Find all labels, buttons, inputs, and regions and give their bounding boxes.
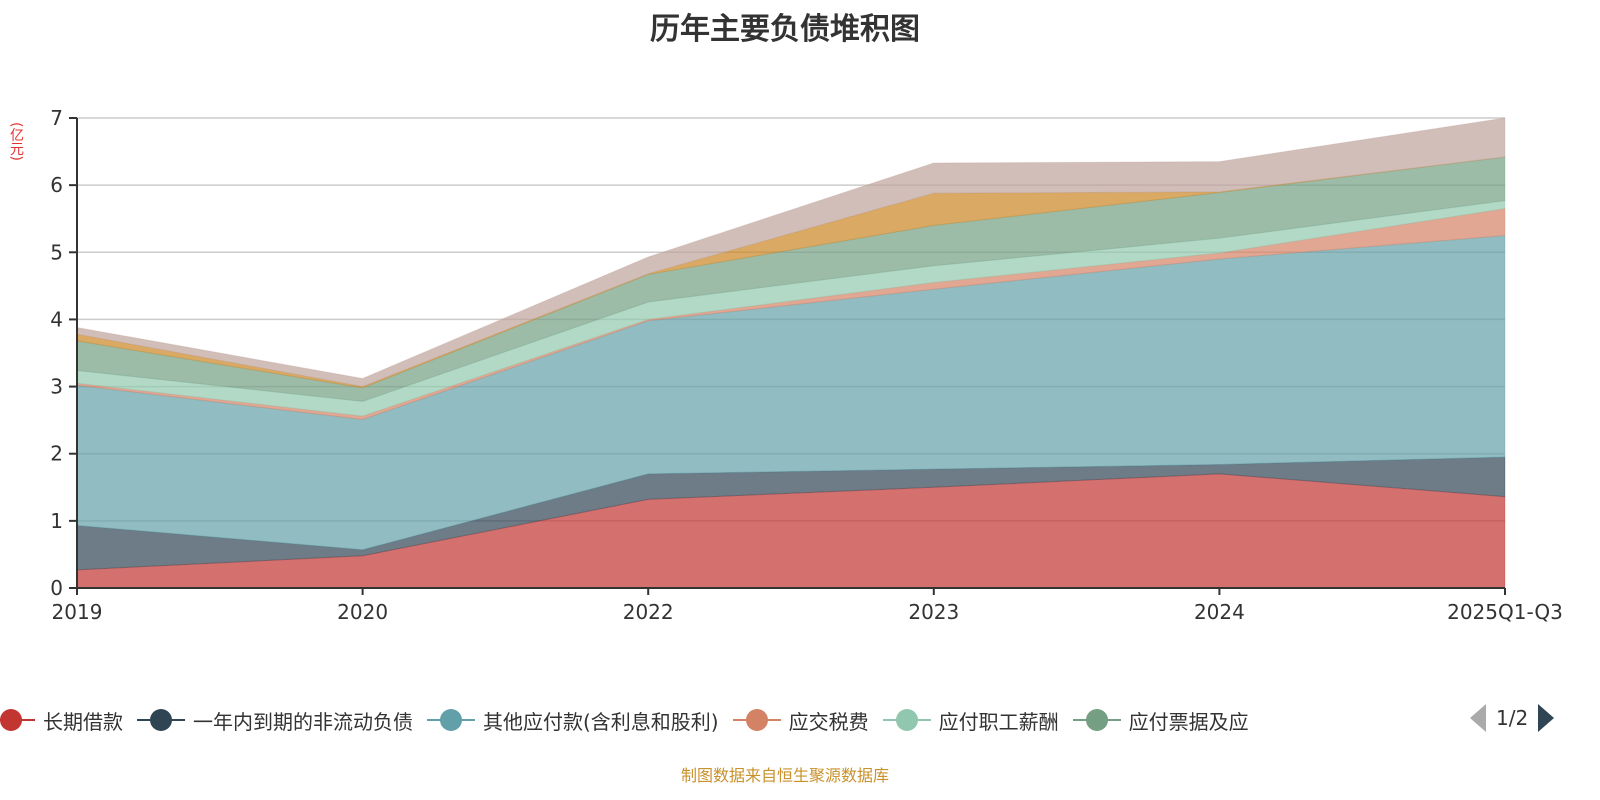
x-tick-label: 2020 [337, 600, 388, 624]
legend-marker-icon [882, 708, 931, 732]
x-tick-label: 2019 [52, 600, 103, 624]
x-tick-label: 2024 [1194, 600, 1245, 624]
data-source-note: 制图数据来自恒生聚源数据库 [680, 766, 889, 785]
legend-item[interactable]: 应付职工薪酬 [882, 706, 1059, 735]
legend-item[interactable]: 应付票据及应 [1072, 706, 1249, 735]
y-tick-label: 7 [50, 106, 63, 130]
area-series-3 [76, 208, 1506, 420]
legend-item[interactable]: 长期借款 [0, 706, 123, 735]
legend-pager: 1/2 [1470, 704, 1555, 732]
legend-marker-icon [732, 708, 781, 732]
legend-marker-icon [427, 708, 475, 732]
area-series-5 [76, 156, 1506, 402]
y-tick-label: 2 [50, 442, 63, 466]
legend-next-page-icon[interactable] [1538, 704, 1555, 732]
area-series-7 [76, 117, 1506, 388]
legend: 长期借款 一年内到期的非流动负债 其他应付款(含利息和股利) 应交税费 应付职工薪酬 应付… [0, 704, 1263, 736]
legend-label: 一年内到期的非流动负债 [193, 709, 413, 734]
legend-label: 其他应付款(含利息和股利) [483, 709, 719, 734]
legend-prev-page-icon[interactable] [1470, 704, 1486, 732]
chart-title: 历年主要负债堆积图 [650, 12, 920, 47]
legend-label: 应付票据及应 [1128, 709, 1249, 734]
legend-label: 长期借款 [43, 709, 123, 734]
legend-label: 应交税费 [788, 709, 869, 734]
x-tick-label: 2025Q1-Q3 [1447, 600, 1563, 624]
y-tick-label: 5 [50, 240, 63, 264]
y-tick-label: 1 [50, 509, 63, 533]
x-tick-label: 2023 [908, 600, 959, 624]
legend-item[interactable]: 一年内到期的非流动负债 [137, 706, 413, 735]
legend-marker-icon [137, 708, 185, 732]
y-tick-label: 4 [50, 307, 63, 331]
stacked-area-chart: 0 1 2 3 4 5 6 7 2019 2020 2022 2023 2024 2025Q1-Q3 [50, 106, 1563, 624]
legend-item[interactable]: 其他应付款(含利息和股利) [427, 706, 719, 735]
legend-item[interactable]: 应交税费 [732, 706, 869, 735]
y-tick-label: 6 [50, 173, 63, 197]
legend-marker-icon [1072, 708, 1121, 732]
y-tick-label: 0 [50, 576, 63, 600]
y-tick-label: 3 [50, 375, 63, 399]
legend-marker-icon [0, 708, 35, 732]
legend-page-indicator: 1/2 [1496, 706, 1529, 730]
y-axis-unit-label: (亿元) [8, 122, 24, 161]
x-tick-label: 2022 [623, 600, 674, 624]
legend-label: 应付职工薪酬 [938, 709, 1059, 734]
